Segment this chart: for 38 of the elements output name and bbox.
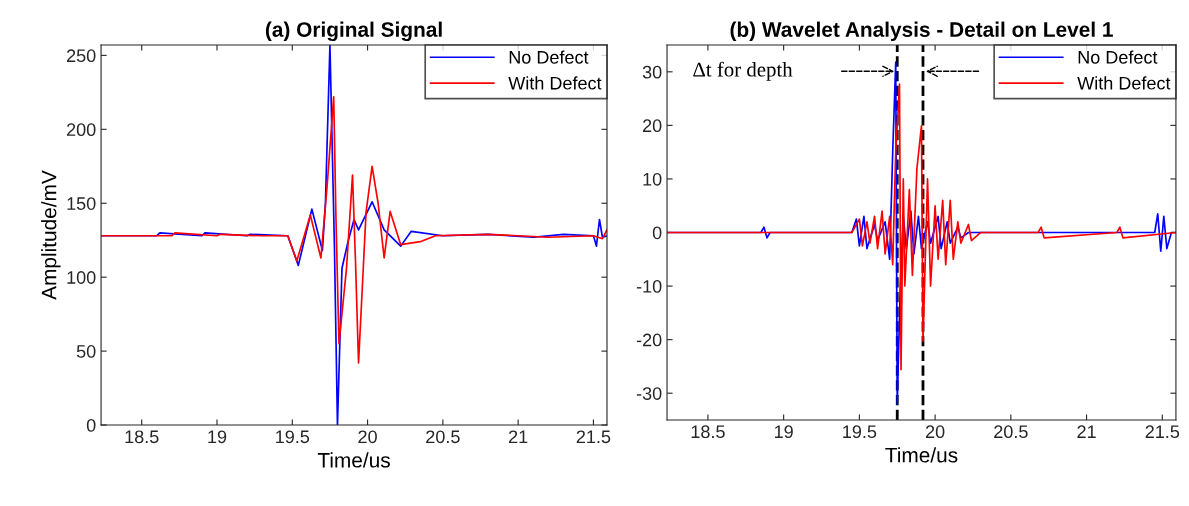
y-tick-label: 0 <box>652 226 662 240</box>
y-tick-label: -20 <box>636 333 662 347</box>
x-tick-label: 20 <box>358 430 377 444</box>
line-series <box>101 95 607 364</box>
chart-title: (b) Wavelet Analysis - Detail on Level 1 <box>730 21 1113 42</box>
y-tick-label: 20 <box>643 119 662 133</box>
x-tick-label: 21.5 <box>576 430 611 444</box>
x-tick-label: 19.5 <box>276 430 310 444</box>
chart-title: (a) Original Signal <box>265 21 442 42</box>
x-tick-label: 21.5 <box>1145 425 1180 439</box>
legend-label: With Defect <box>1077 76 1171 90</box>
annotation: Δt for depth <box>693 61 793 81</box>
y-tick-label: -30 <box>636 387 662 400</box>
x-tick-label: 21 <box>1077 425 1096 438</box>
x-tick-label: 19 <box>774 425 793 439</box>
y-tick-label: 200 <box>66 123 96 137</box>
x-tick-label: 20 <box>925 425 945 439</box>
legend-label: No Defect <box>1078 50 1158 64</box>
x-tick-label: 21 <box>509 430 528 443</box>
y-tick-label: 30 <box>642 65 662 79</box>
x-tick-label: 19.5 <box>843 425 877 439</box>
legend-label: With Defect <box>508 76 602 90</box>
y-tick-label: -10 <box>636 280 662 293</box>
y-tick-label: 0 <box>86 418 96 432</box>
x-tick-label: 18.5 <box>125 430 159 444</box>
x-tick-label: 20.5 <box>994 425 1028 439</box>
x-tick-label: 18.5 <box>691 425 725 439</box>
y-tick-label: 100 <box>67 271 96 284</box>
y-tick-label: 10 <box>643 172 662 186</box>
y-tick-label: 250 <box>66 49 96 63</box>
y-axis-title: Amplitude/mV <box>41 170 61 300</box>
y-tick-label: 150 <box>67 197 96 210</box>
y-tick-label: 50 <box>76 345 96 358</box>
x-tick-label: 19 <box>208 430 227 444</box>
x-tick-label: 20.5 <box>426 430 460 444</box>
x-axis-title: Time/us <box>885 447 958 463</box>
x-axis-title: Time/us <box>317 452 390 468</box>
legend-label: No Defect <box>509 50 589 64</box>
